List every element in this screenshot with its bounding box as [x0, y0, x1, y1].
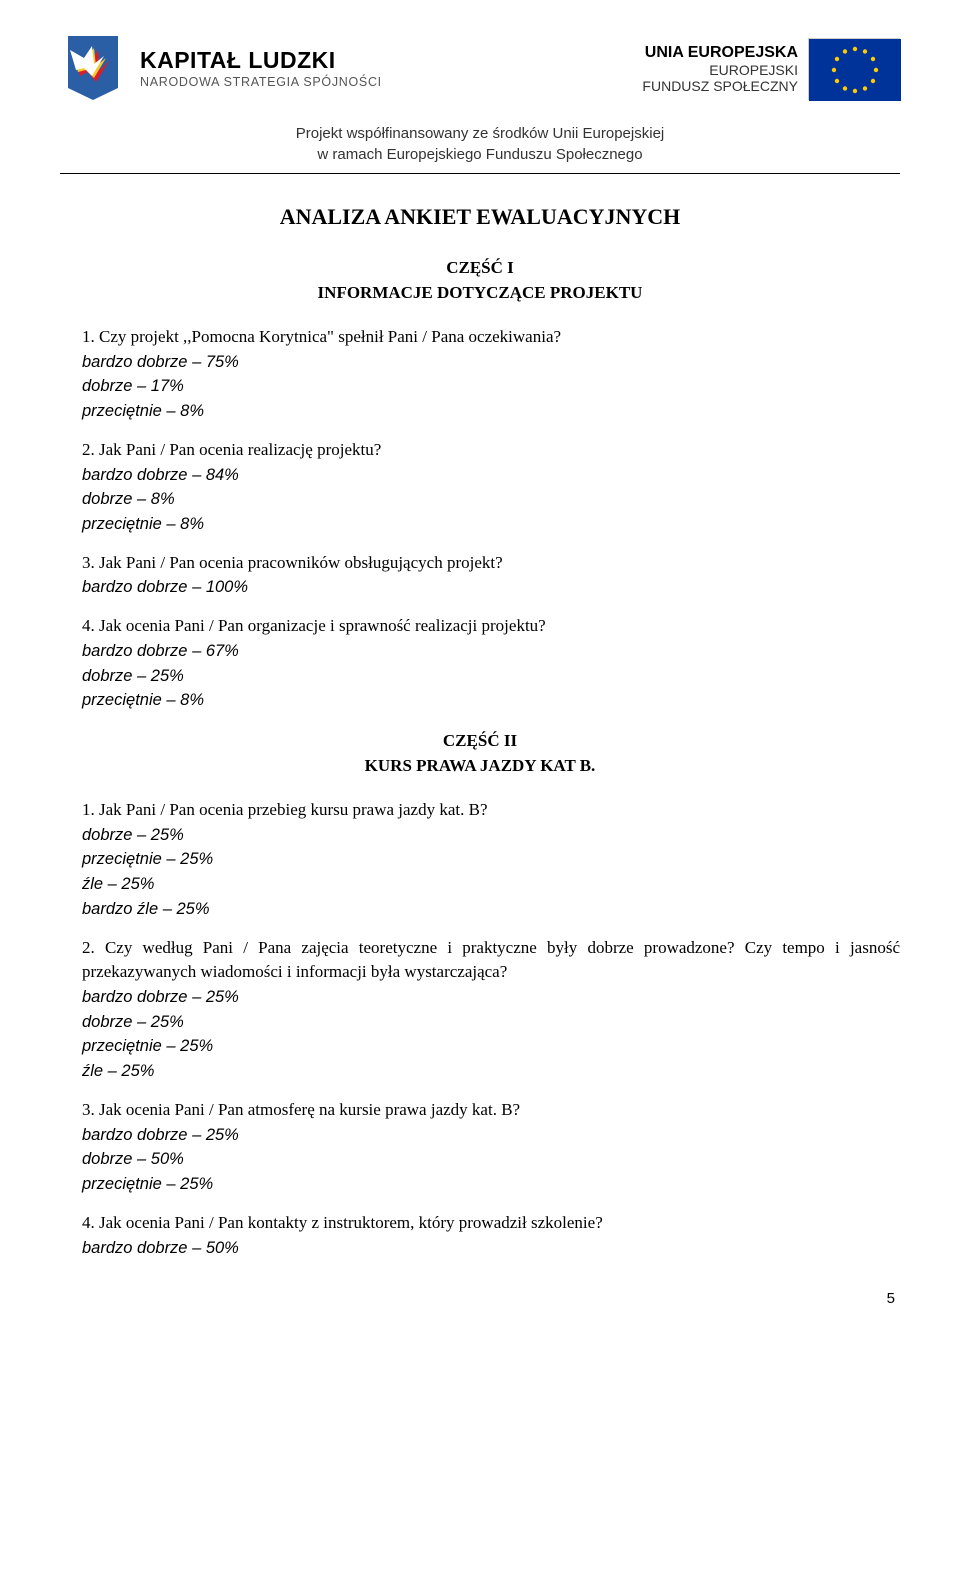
answer-line: bardzo dobrze – 25% — [82, 1123, 900, 1148]
header-divider — [60, 173, 900, 174]
question-text: 3. Jak Pani / Pan ocenia pracowników obs… — [82, 551, 900, 576]
answer-line: przeciętnie – 25% — [82, 847, 900, 872]
section1-questions: 1. Czy projekt ,,Pomocna Korytnica" speł… — [60, 325, 900, 713]
logo-right-line2: EUROPEJSKI — [642, 62, 798, 78]
answer-line: źle – 25% — [82, 872, 900, 897]
logo-left-subtitle: NARODOWA STRATEGIA SPÓJNOŚCI — [140, 76, 382, 90]
answer-line: przeciętnie – 25% — [82, 1172, 900, 1197]
answer-line: bardzo dobrze – 84% — [82, 463, 900, 488]
section1-title: CZĘŚĆ I — [60, 258, 900, 278]
page-number: 5 — [60, 1290, 900, 1307]
answer-line: bardzo dobrze – 67% — [82, 639, 900, 664]
question-item: 4. Jak ocenia Pani / Pan kontakty z inst… — [82, 1211, 900, 1260]
answer-line: przeciętnie – 25% — [82, 1034, 900, 1059]
section2-title: CZĘŚĆ II — [60, 731, 900, 751]
logo-left-text: KAPITAŁ LUDZKI NARODOWA STRATEGIA SPÓJNO… — [140, 48, 382, 89]
cofinancing-note: Projekt współfinansowany ze środków Unii… — [60, 123, 900, 165]
answer-line: dobrze – 17% — [82, 374, 900, 399]
question-item: 1. Jak Pani / Pan ocenia przebieg kursu … — [82, 798, 900, 922]
answer-line: źle – 25% — [82, 1059, 900, 1084]
logo-right-line1: UNIA EUROPEJSKA — [642, 44, 798, 62]
answer-line: bardzo źle – 25% — [82, 897, 900, 922]
section2-subtitle: KURS PRAWA JAZDY KAT B. — [60, 756, 900, 776]
logo-right-text: UNIA EUROPEJSKA EUROPEJSKI FUNDUSZ SPOŁE… — [642, 44, 798, 95]
answer-line: bardzo dobrze – 50% — [82, 1236, 900, 1261]
eu-flag-icon — [808, 38, 900, 100]
question-item: 4. Jak ocenia Pani / Pan organizacje i s… — [82, 614, 900, 713]
question-text: 4. Jak ocenia Pani / Pan organizacje i s… — [82, 614, 900, 639]
logo-right-line3: FUNDUSZ SPOŁECZNY — [642, 78, 798, 94]
question-text: 3. Jak ocenia Pani / Pan atmosferę na ku… — [82, 1098, 900, 1123]
question-item: 1. Czy projekt ,,Pomocna Korytnica" speł… — [82, 325, 900, 424]
logo-left-title: KAPITAŁ LUDZKI — [140, 48, 382, 73]
answer-line: dobrze – 50% — [82, 1147, 900, 1172]
answer-line: dobrze – 25% — [82, 823, 900, 848]
question-text: 2. Czy według Pani / Pana zajęcia teoret… — [82, 936, 900, 985]
answer-line: przeciętnie – 8% — [82, 512, 900, 537]
answer-line: przeciętnie – 8% — [82, 688, 900, 713]
question-item: 3. Jak ocenia Pani / Pan atmosferę na ku… — [82, 1098, 900, 1197]
question-text: 1. Jak Pani / Pan ocenia przebieg kursu … — [82, 798, 900, 823]
question-item: 2. Jak Pani / Pan ocenia realizację proj… — [82, 438, 900, 537]
answer-line: dobrze – 25% — [82, 1010, 900, 1035]
answer-line: bardzo dobrze – 25% — [82, 985, 900, 1010]
question-item: 3. Jak Pani / Pan ocenia pracowników obs… — [82, 551, 900, 600]
answer-line: dobrze – 25% — [82, 664, 900, 689]
subheader-line1: Projekt współfinansowany ze środków Unii… — [296, 125, 665, 142]
answer-line: bardzo dobrze – 75% — [82, 350, 900, 375]
section2-questions: 1. Jak Pani / Pan ocenia przebieg kursu … — [60, 798, 900, 1260]
question-text: 2. Jak Pani / Pan ocenia realizację proj… — [82, 438, 900, 463]
question-item: 2. Czy według Pani / Pana zajęcia teoret… — [82, 936, 900, 1084]
header-logos: KAPITAŁ LUDZKI NARODOWA STRATEGIA SPÓJNO… — [60, 30, 900, 108]
answer-line: bardzo dobrze – 100% — [82, 575, 900, 600]
logo-unia-europejska: UNIA EUROPEJSKA EUROPEJSKI FUNDUSZ SPOŁE… — [642, 38, 900, 100]
main-title: ANALIZA ANKIET EWALUACYJNYCH — [60, 204, 900, 230]
answer-line: przeciętnie – 8% — [82, 399, 900, 424]
logo-kapital-ludzki: KAPITAŁ LUDZKI NARODOWA STRATEGIA SPÓJNO… — [60, 30, 382, 108]
question-text: 4. Jak ocenia Pani / Pan kontakty z inst… — [82, 1211, 900, 1236]
section1-subtitle: INFORMACJE DOTYCZĄCE PROJEKTU — [60, 283, 900, 303]
kapital-ludzki-icon — [60, 30, 130, 108]
subheader-line2: w ramach Europejskiego Funduszu Społeczn… — [317, 146, 642, 163]
question-text: 1. Czy projekt ,,Pomocna Korytnica" speł… — [82, 325, 900, 350]
answer-line: dobrze – 8% — [82, 487, 900, 512]
